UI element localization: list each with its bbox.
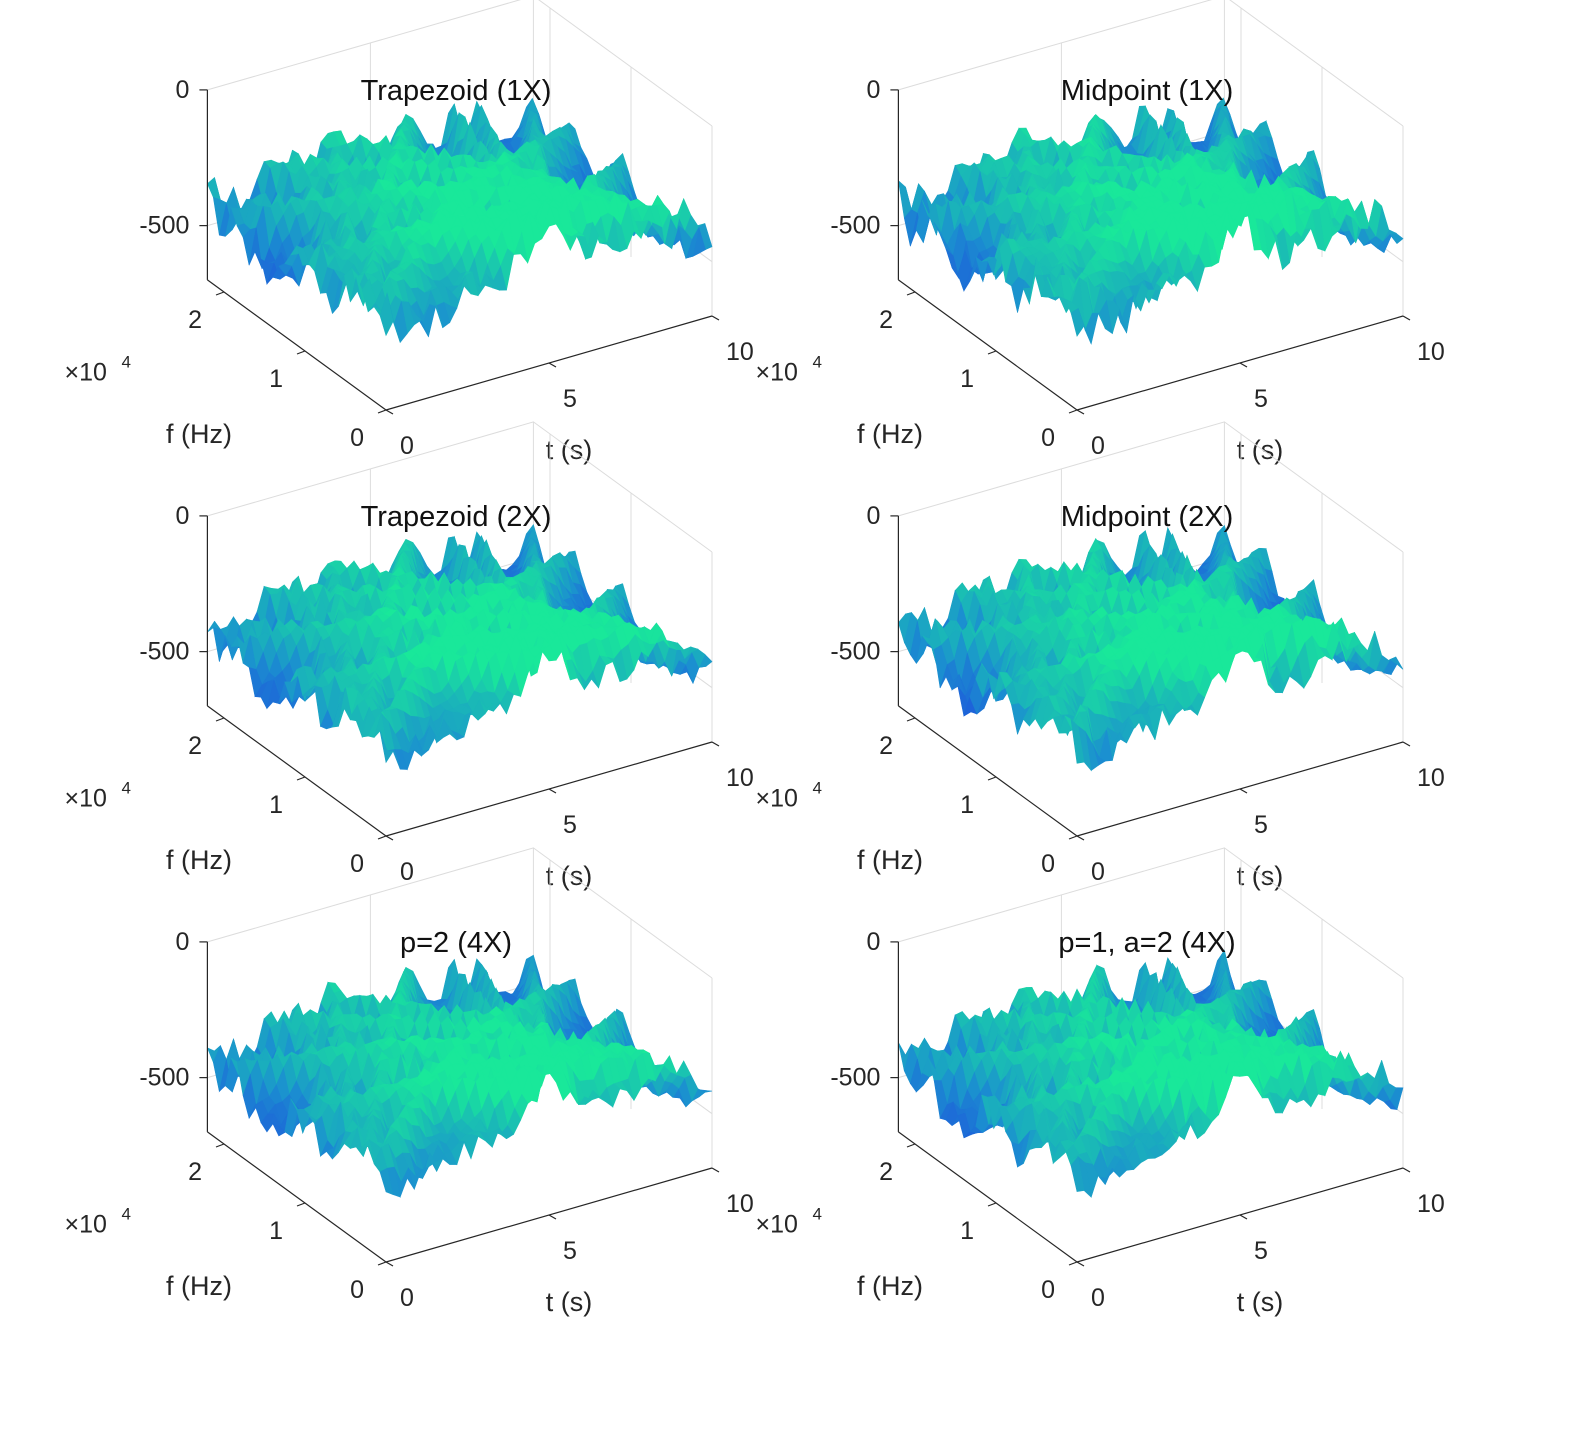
surface <box>898 949 1404 1199</box>
x-tick-label: 10 <box>1417 338 1445 366</box>
y-tick-label: 2 <box>188 732 202 760</box>
y-axis-label: f (Hz) <box>857 1271 923 1301</box>
y-exponent-label: ×10 <box>65 359 107 387</box>
x-tick-label: 0 <box>1091 432 1105 460</box>
y-exponent-label: ×10 <box>756 785 798 813</box>
y-tick-label: 0 <box>1041 850 1055 878</box>
y-exponent-power: 4 <box>122 353 131 372</box>
z-tick-label: 0 <box>175 928 189 956</box>
y-tick-label: 1 <box>960 1217 974 1245</box>
chart-title: Trapezoid (1X) <box>361 75 552 107</box>
panel-5: 0 5 10 0 1 2 0 -500 t (s) f (Hz) ×10 4 p=2 (4X) <box>65 847 754 1317</box>
y-axis-label: f (Hz) <box>857 845 923 875</box>
x-axis-label: t (s) <box>1237 861 1284 891</box>
x-tick-label: 0 <box>400 432 414 460</box>
y-tick-label: 1 <box>269 791 283 819</box>
y-tick-label: 0 <box>350 424 364 452</box>
x-axis-label: t (s) <box>1237 1287 1284 1317</box>
y-axis-label: f (Hz) <box>166 419 232 449</box>
x-tick-label: 10 <box>726 1190 754 1218</box>
y-exponent-power: 4 <box>122 779 131 798</box>
y-exponent-power: 4 <box>813 779 822 798</box>
axes: 0 5 10 0 1 2 0 -500 t (s) f (Hz) ×10 4 <box>65 928 754 1317</box>
y-exponent-power: 4 <box>813 353 822 372</box>
chart-title: Midpoint (1X) <box>1061 75 1233 107</box>
chart-title: p=1, a=2 (4X) <box>1058 927 1235 959</box>
z-tick-label: -500 <box>830 1064 880 1092</box>
panel-3: 0 5 10 0 1 2 0 -500 t (s) f (Hz) ×10 4 Trapezoid (2X… <box>65 421 754 891</box>
y-tick-label: 0 <box>350 1276 364 1304</box>
y-exponent-label: ×10 <box>65 785 107 813</box>
y-tick-label: 0 <box>350 850 364 878</box>
y-tick-label: 1 <box>269 1217 283 1245</box>
x-tick-label: 10 <box>1417 764 1445 792</box>
x-tick-label: 5 <box>1254 811 1268 839</box>
y-axis-label: f (Hz) <box>166 1271 232 1301</box>
x-tick-label: 10 <box>1417 1190 1445 1218</box>
y-tick-label: 0 <box>1041 424 1055 452</box>
x-tick-label: 5 <box>563 1237 577 1265</box>
x-tick-label: 5 <box>563 811 577 839</box>
z-tick-label: -500 <box>139 212 189 240</box>
y-axis-label: f (Hz) <box>166 845 232 875</box>
z-tick-label: 0 <box>866 928 880 956</box>
surface <box>898 524 1404 772</box>
axes: 0 5 10 0 1 2 0 -500 t (s) f (Hz) ×10 4 <box>756 76 1445 465</box>
chart-title: p=2 (4X) <box>400 927 512 959</box>
panel-2: 0 5 10 0 1 2 0 -500 t (s) f (Hz) ×10 4 Midpoint (1X) <box>756 0 1445 465</box>
y-exponent-label: ×10 <box>756 359 798 387</box>
y-tick-label: 2 <box>879 732 893 760</box>
y-tick-label: 0 <box>1041 1276 1055 1304</box>
axes: 0 5 10 0 1 2 0 -500 t (s) f (Hz) ×10 4 <box>756 928 1445 1317</box>
panel-4: 0 5 10 0 1 2 0 -500 t (s) f (Hz) ×10 4 Midpoint (2X) <box>756 421 1445 891</box>
y-tick-label: 2 <box>879 1158 893 1186</box>
surface <box>897 97 1404 345</box>
z-tick-label: -500 <box>830 212 880 240</box>
x-tick-label: 5 <box>1254 1237 1268 1265</box>
panel-1: 0 5 10 0 1 2 0 -500 t (s) f (Hz) ×10 4 Trapezoid (1X… <box>65 0 754 465</box>
chart-title: Trapezoid (2X) <box>361 501 552 533</box>
y-exponent-label: ×10 <box>756 1211 798 1239</box>
z-tick-label: 0 <box>175 76 189 104</box>
y-tick-label: 1 <box>960 365 974 393</box>
x-tick-label: 10 <box>726 338 754 366</box>
z-tick-label: -500 <box>139 1064 189 1092</box>
surface <box>207 97 713 344</box>
x-tick-label: 0 <box>400 1284 414 1312</box>
y-tick-label: 1 <box>269 365 283 393</box>
x-tick-label: 5 <box>563 385 577 413</box>
axes: 0 5 10 0 1 2 0 -500 t (s) f (Hz) ×10 4 <box>65 76 754 465</box>
panel-6: 0 5 10 0 1 2 0 -500 t (s) f (Hz) ×10 4 p=1, a=2 (4X) <box>756 847 1445 1317</box>
y-tick-label: 1 <box>960 791 974 819</box>
x-tick-label: 5 <box>1254 385 1268 413</box>
x-axis-label: t (s) <box>546 435 593 465</box>
y-tick-label: 2 <box>188 1158 202 1186</box>
z-tick-label: 0 <box>866 76 880 104</box>
x-axis-label: t (s) <box>546 861 593 891</box>
x-tick-label: 0 <box>1091 858 1105 886</box>
z-tick-label: -500 <box>139 638 189 666</box>
x-axis-label: t (s) <box>546 1287 593 1317</box>
x-tick-label: 10 <box>726 764 754 792</box>
axes: 0 5 10 0 1 2 0 -500 t (s) f (Hz) ×10 4 <box>65 502 754 891</box>
y-exponent-power: 4 <box>122 1205 131 1224</box>
x-tick-label: 0 <box>1091 1284 1105 1312</box>
z-tick-label: 0 <box>866 502 880 530</box>
z-tick-label: 0 <box>175 502 189 530</box>
x-tick-label: 0 <box>400 858 414 886</box>
y-axis-label: f (Hz) <box>857 419 923 449</box>
chart-title: Midpoint (2X) <box>1061 501 1233 533</box>
y-exponent-power: 4 <box>813 1205 822 1224</box>
axes: 0 5 10 0 1 2 0 -500 t (s) f (Hz) ×10 4 <box>756 502 1445 891</box>
z-tick-label: -500 <box>830 638 880 666</box>
surface <box>206 954 713 1199</box>
x-axis-label: t (s) <box>1237 435 1284 465</box>
surface <box>207 523 713 771</box>
y-tick-label: 2 <box>879 306 893 334</box>
y-exponent-label: ×10 <box>65 1211 107 1239</box>
y-tick-label: 2 <box>188 306 202 334</box>
